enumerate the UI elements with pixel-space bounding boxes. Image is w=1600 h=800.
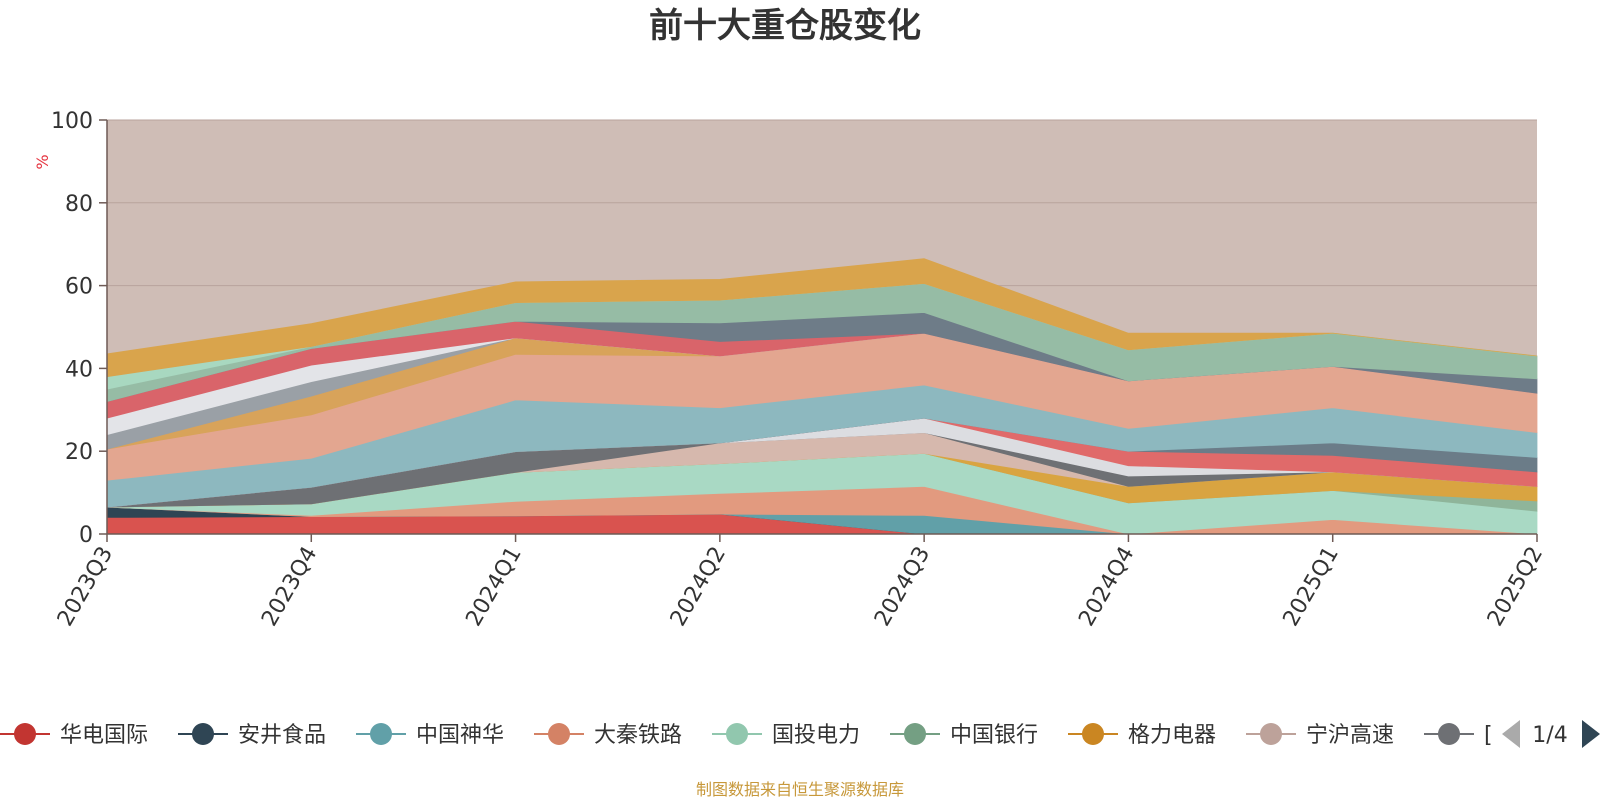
x-tick-label: 2024Q2 (666, 543, 731, 631)
legend-marker-icon (192, 723, 214, 745)
legend-item[interactable]: 大秦铁路 (534, 723, 682, 748)
legend-pager: 1/4 (1502, 720, 1600, 748)
data-source-note: 制图数据来自恒生聚源数据库 (696, 780, 904, 799)
x-tick-label: 2023Q3 (53, 543, 118, 631)
legend-item[interactable]: 华电国际 (0, 723, 148, 748)
x-tick-label: 2024Q1 (461, 543, 526, 631)
area-series-22 (106, 258, 1538, 378)
legend-marker-icon (1082, 723, 1104, 745)
y-tick-label: 20 (65, 440, 93, 465)
x-tick-labels: 2023Q3 2023Q4 2024Q1 2024Q2 2024Q3 2024Q4 2025… (53, 543, 1548, 631)
legend-marker-icon (548, 723, 570, 745)
legend-label: 华电国际 (60, 723, 148, 748)
legend-label: 中国神华 (416, 723, 504, 748)
y-tick-labels: 0 20 40 60 80 100 (51, 109, 93, 548)
legend-item[interactable]: 中国神华 (356, 723, 504, 748)
chart-title: 前十大重仓股变化 (649, 6, 921, 46)
legend-item[interactable]: 安井食品 (178, 723, 326, 748)
pager-next-icon[interactable] (1582, 720, 1600, 748)
legend[interactable]: 华电国际 安井食品 中国神华 大秦铁路 国投电力 中国银行 格力电器 宁沪高速 [ (0, 723, 1493, 748)
area-series (106, 258, 1538, 535)
pager-prev-icon[interactable] (1502, 720, 1520, 748)
legend-marker-icon (904, 723, 926, 745)
legend-item[interactable]: 中国银行 (890, 723, 1038, 748)
y-tick-label: 40 (65, 357, 93, 382)
y-tick-label: 100 (51, 109, 93, 134)
x-tick-label: 2024Q4 (1074, 543, 1139, 631)
legend-label: 安井食品 (238, 723, 326, 748)
x-tick-label: 2024Q3 (870, 543, 935, 631)
pager-page-text: 1/4 (1532, 723, 1567, 748)
y-tick-label: 80 (65, 192, 93, 217)
legend-label: 大秦铁路 (594, 723, 682, 748)
legend-item[interactable]: 国投电力 (712, 723, 860, 748)
legend-item[interactable]: [ (1424, 723, 1493, 748)
x-tick-label: 2025Q2 (1483, 543, 1548, 631)
y-axis-unit: % (33, 154, 52, 169)
legend-marker-icon (14, 723, 36, 745)
y-tick-label: 0 (79, 523, 93, 548)
axes (99, 119, 1538, 542)
legend-label: 国投电力 (772, 723, 860, 748)
x-tick-label: 2025Q1 (1279, 543, 1344, 631)
legend-label: [ (1484, 723, 1493, 748)
legend-label: 宁沪高速 (1306, 723, 1394, 748)
x-tick-label: 2023Q4 (257, 543, 322, 631)
legend-label: 中国银行 (950, 723, 1038, 748)
legend-item[interactable]: 宁沪高速 (1246, 723, 1394, 748)
legend-label: 格力电器 (1128, 723, 1216, 748)
legend-marker-icon (370, 723, 392, 745)
y-tick-label: 60 (65, 275, 93, 300)
legend-marker-icon (1438, 723, 1460, 745)
legend-marker-icon (726, 723, 748, 745)
legend-marker-icon (1260, 723, 1282, 745)
legend-item[interactable]: 格力电器 (1068, 723, 1216, 748)
